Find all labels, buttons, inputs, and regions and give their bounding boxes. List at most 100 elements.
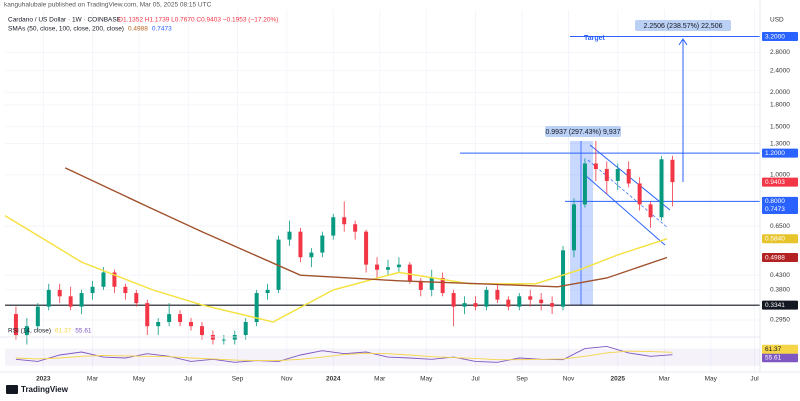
price-badge-label: 3.2000	[765, 33, 785, 40]
x-tick-label: Mar	[659, 376, 671, 383]
candle-body	[506, 299, 511, 307]
candle-body	[254, 293, 259, 323]
sma-line	[64, 167, 668, 288]
candle-body	[342, 217, 347, 225]
candle-body	[418, 280, 423, 290]
candle-body	[582, 163, 587, 205]
logo	[6, 385, 18, 394]
candle-body	[265, 289, 270, 294]
candle-body	[353, 224, 358, 232]
candle-body	[46, 289, 51, 307]
candle-body	[287, 231, 292, 240]
rsi-badge-label: 61.37	[765, 346, 782, 353]
y-tick-label: 0.2950	[770, 317, 790, 324]
candle-body	[637, 183, 642, 205]
x-tick-label: 2023	[36, 376, 51, 383]
price-badge	[762, 148, 798, 158]
candle-body	[626, 169, 631, 184]
range-box	[570, 141, 593, 305]
rsi-line	[15, 350, 673, 362]
y-tick-label: 2.8000	[770, 49, 790, 56]
x-tick-label: May	[133, 376, 146, 383]
publisher: kanguhalubale published on TradingView.c…	[4, 2, 212, 9]
candle-body	[407, 264, 412, 281]
x-tick-label: Jul	[750, 376, 759, 383]
price-badge	[762, 177, 798, 187]
candle-body	[659, 159, 664, 218]
candle-body	[385, 267, 390, 270]
sma-line	[4, 215, 668, 323]
x-tick-label: Jul	[471, 376, 480, 383]
candle-body	[462, 303, 467, 307]
price-badge-label: 1.2000	[765, 150, 785, 157]
symbol-title: Cardano / US Dollar · 1W · COINBASE	[8, 17, 122, 24]
candle-body	[13, 314, 18, 335]
price-badge-label: 0.3341	[765, 302, 785, 309]
candle-body	[364, 231, 369, 265]
price-badge-label: 0.4988	[765, 254, 785, 261]
price-badge-label: 0.8000	[765, 198, 785, 205]
candle-body	[539, 299, 544, 304]
price-badge	[762, 32, 798, 42]
target-measure: 2.2506 (238.57%) 22,506	[643, 23, 722, 30]
candle-body	[495, 289, 500, 300]
candle-body	[320, 235, 325, 253]
plot	[4, 36, 760, 366]
candle-body	[68, 296, 73, 307]
rally-measure-box	[545, 126, 621, 137]
x-tick-label: Nov	[563, 376, 575, 383]
candle-body	[24, 326, 29, 335]
x-tick-label: Sep	[516, 376, 528, 383]
rsi-badge	[762, 353, 798, 363]
footer: TradingView	[21, 385, 69, 394]
candle-body	[156, 322, 161, 327]
candle-body	[189, 322, 194, 327]
channel-mid	[587, 159, 669, 229]
price-badge	[762, 253, 798, 263]
candle-body	[276, 239, 281, 290]
y-tick-label: 0.4300	[770, 272, 790, 279]
sma-legend-value: 0.7473	[152, 26, 172, 33]
candle-body	[670, 159, 675, 183]
price-badge	[762, 196, 798, 206]
x-tick-label: 2024	[326, 376, 341, 383]
candle-body	[375, 264, 380, 270]
rsi-legend-value: 55.61	[75, 328, 92, 335]
candle-body	[593, 163, 598, 170]
candle-body	[199, 326, 204, 335]
target-label: Target	[584, 35, 606, 42]
candle-body	[615, 169, 620, 181]
price-badge	[762, 234, 798, 244]
rsi-legend-value: 61.37	[55, 328, 72, 335]
rsi-badge-label: 55.61	[765, 354, 782, 361]
candle-body	[57, 289, 62, 297]
candle-body	[473, 303, 478, 307]
rsi-legend: RSI (14, close)	[8, 328, 51, 335]
ohlc: O1.1352 H1.1739 L0.7670 C0.9403 −0.1953 …	[118, 17, 278, 24]
x-tick-label: Sep	[232, 376, 244, 383]
candle-body	[123, 286, 128, 294]
candle-body	[571, 204, 576, 251]
candle-body	[604, 169, 609, 181]
candle-body	[440, 277, 445, 294]
candle-body	[484, 289, 489, 307]
y-tick-label: 1.8000	[770, 102, 790, 109]
candle-body	[101, 272, 106, 287]
grid	[5, 10, 760, 372]
candle-body	[243, 322, 248, 335]
candle-body	[298, 231, 303, 258]
y-tick-label: 1.3000	[770, 140, 790, 147]
price-badge	[762, 204, 798, 214]
candle-body	[550, 303, 555, 307]
rsi-line	[15, 345, 673, 363]
candle-body	[429, 277, 434, 290]
y-tick-label: 0.6500	[770, 223, 790, 230]
x-tick-label: Nov	[281, 376, 293, 383]
candle-body	[112, 272, 117, 287]
candle-body	[561, 250, 566, 307]
x-tick-label: Mar	[374, 376, 386, 383]
price-badge-label: 0.5840	[765, 236, 785, 243]
candle-body	[451, 293, 456, 307]
